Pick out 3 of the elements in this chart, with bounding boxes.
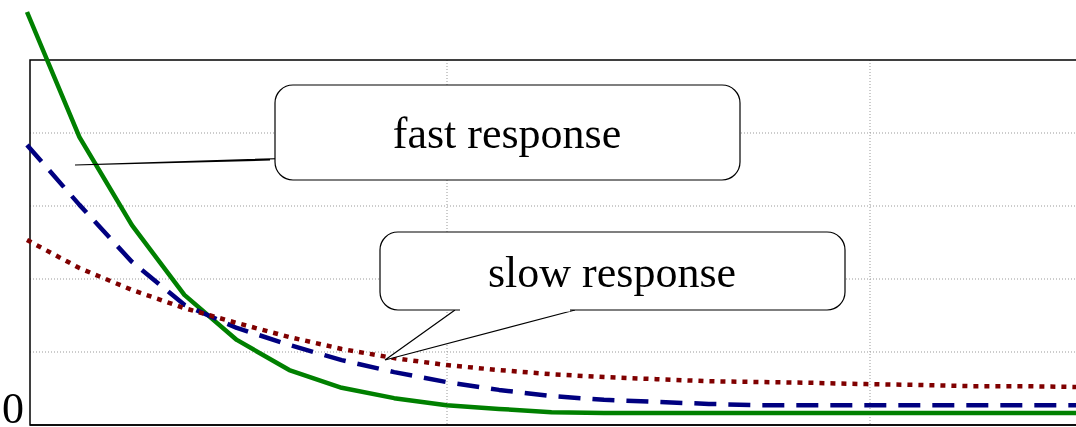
- text: 0: [2, 384, 24, 427]
- annotation: slow response: [487, 248, 737, 297]
- annotation: fast response: [392, 109, 622, 158]
